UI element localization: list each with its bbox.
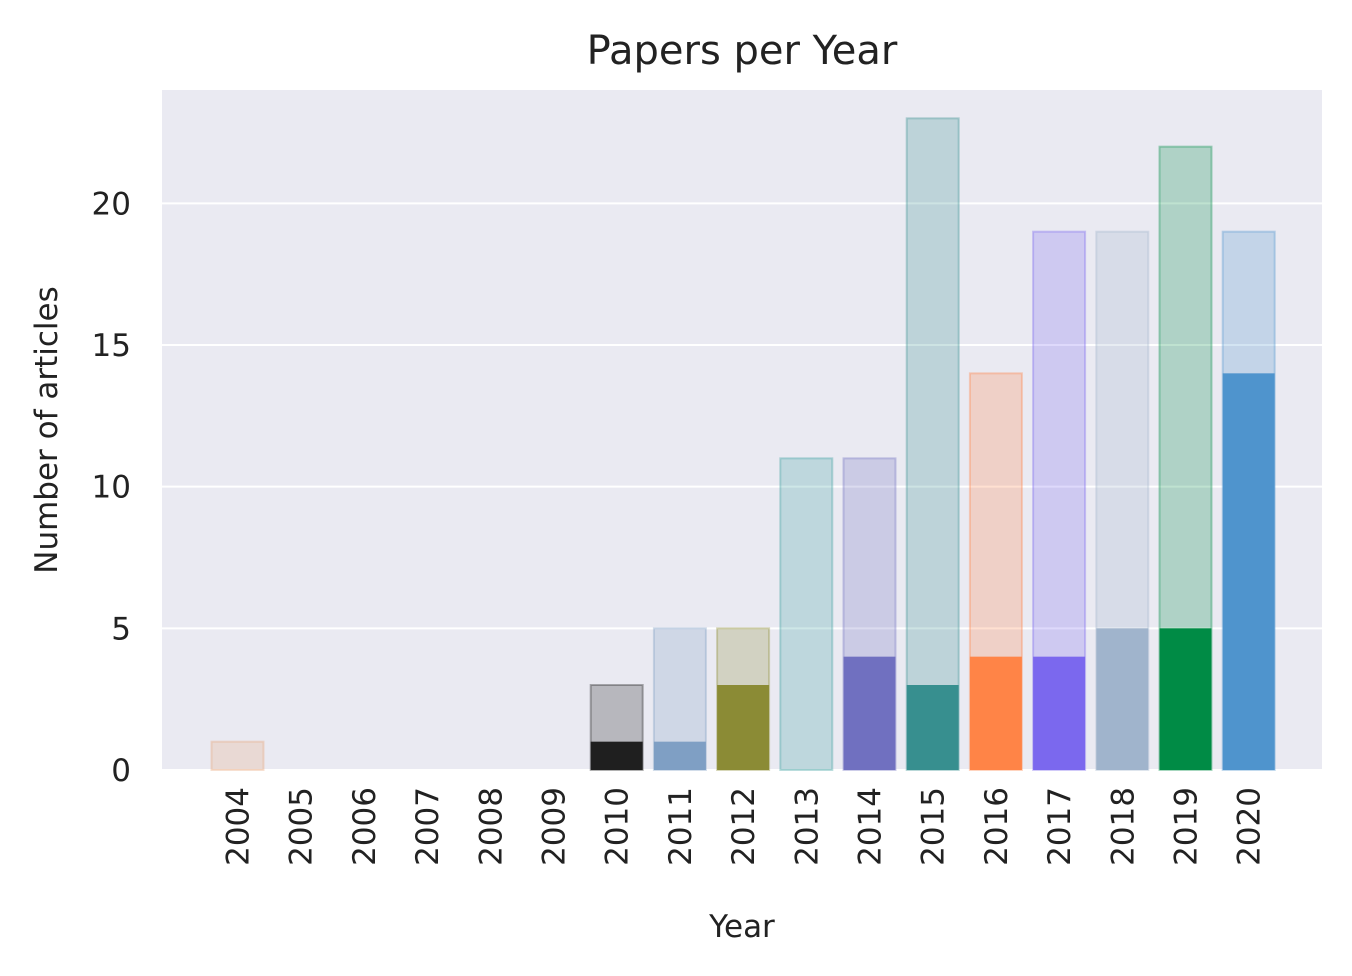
- bars: [210, 117, 1276, 772]
- bar-subset-2020: [1222, 373, 1275, 770]
- bar-subset-2018: [1096, 628, 1149, 770]
- bar-total-2013: [779, 457, 834, 771]
- y-tick-label: 20: [92, 186, 131, 222]
- y-tick-label: 10: [92, 470, 131, 506]
- bar-total-2004: [210, 740, 265, 772]
- x-tick-label: 2020: [1232, 787, 1268, 866]
- bar-subset-2017: [1033, 656, 1086, 770]
- x-tick-label: 2013: [789, 787, 825, 866]
- x-tick-label: 2006: [347, 787, 383, 866]
- x-tick-label: 2004: [221, 787, 257, 866]
- x-tick-label: 2007: [410, 787, 446, 866]
- bar-subset-2010: [590, 741, 643, 770]
- x-tick-label: 2019: [1169, 787, 1205, 866]
- y-tick-label: 15: [92, 328, 131, 364]
- y-axis-label: Number of articles: [29, 286, 65, 574]
- x-tick-label: 2010: [600, 787, 636, 866]
- bar-subset-2012: [717, 685, 770, 770]
- y-tick-label: 5: [111, 611, 131, 647]
- x-tick-label: 2016: [979, 787, 1015, 866]
- bar-subset-2015: [906, 685, 959, 770]
- x-tick-label: 2009: [537, 787, 573, 866]
- x-tick-label: 2018: [1105, 787, 1141, 866]
- bar-subset-2014: [843, 656, 896, 770]
- bar-subset-2019: [1159, 628, 1212, 770]
- x-tick-label: 2011: [663, 787, 699, 866]
- x-tick-label: 2012: [726, 787, 762, 866]
- x-tick-label: 2017: [1042, 787, 1078, 866]
- bar-subset-2011: [653, 741, 706, 770]
- bar-total-2015: [905, 117, 960, 772]
- x-tick-label: 2005: [284, 787, 320, 866]
- x-tick-label: 2015: [916, 787, 952, 866]
- x-tick-label: 2014: [853, 787, 889, 866]
- x-tick-label: 2008: [473, 787, 509, 866]
- x-tick-labels: 2004 2005 2006 2007 2008 2009 2010 2011 2012 2013…: [221, 787, 1268, 866]
- chart-title: Papers per Year: [587, 28, 898, 74]
- y-tick-labels: 0 5 10 15 20: [92, 186, 131, 789]
- x-axis-label: Year: [708, 909, 775, 945]
- y-tick-label: 0: [111, 753, 131, 789]
- bar-subset-2016: [969, 656, 1022, 770]
